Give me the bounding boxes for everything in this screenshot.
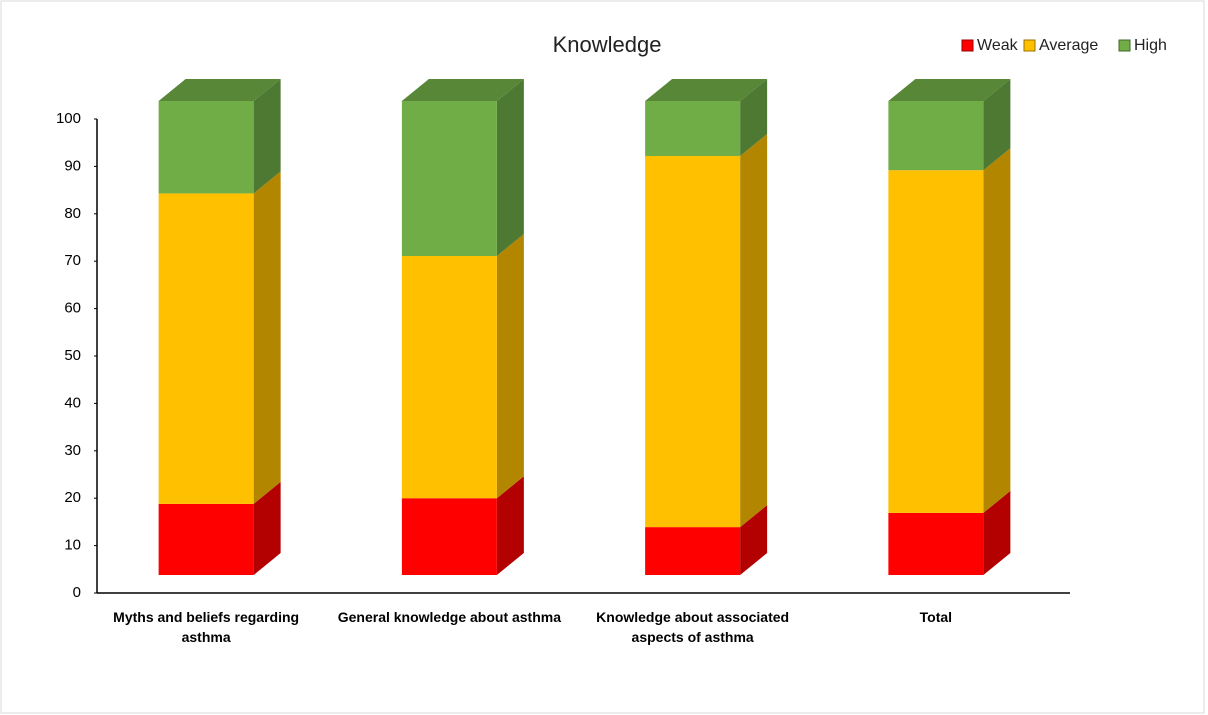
bar-side [253,79,281,194]
y-tick-label: 0 [73,584,81,601]
bar-side [740,505,768,575]
y-tick-label: 10 [64,537,81,554]
bar [888,512,984,575]
y-tick-label: 60 [64,300,81,317]
y-tick-label: 30 [64,442,81,459]
bar-side [983,490,1011,575]
y-tick-label: 70 [64,252,81,269]
y-tick-label: 20 [64,489,81,506]
bar [158,101,254,194]
bar [645,101,741,156]
bar-top [645,79,768,101]
bar-side [983,79,1011,171]
x-tick-label: Total [919,609,953,625]
bar [888,101,984,171]
bar-side [496,79,524,256]
bar [888,170,984,513]
y-tick-label: 80 [64,205,81,222]
y-tick-label: 40 [64,394,81,411]
legend-swatch [1023,39,1036,52]
bar-side [496,476,524,575]
legend-swatch [1118,39,1131,52]
legend-label: High [1134,37,1167,54]
y-tick-label: 100 [56,110,81,127]
bar [645,527,741,575]
bar [401,498,497,575]
bar-top [158,79,281,101]
y-tick-label: 50 [64,347,81,364]
y-tick-label: 90 [64,157,81,174]
legend-label: Weak [977,37,1019,54]
bar-side [253,481,281,575]
legend-swatch [961,39,974,52]
bar-side [496,233,524,499]
chart-title: Knowledge [553,32,662,57]
legend-label: Average [1039,37,1098,54]
bar [158,193,254,504]
bar [401,101,497,256]
x-tick-label: Knowledge about associated aspects of as… [596,609,790,645]
bar-side [740,79,768,156]
bar-side [983,148,1011,513]
bar [645,155,741,528]
bar [401,255,497,499]
bar-top [401,79,524,101]
x-tick-label: Myths and beliefs regarding asthma [113,609,300,645]
x-tick-label: General knowledge about asthma [337,609,562,625]
bar-top [888,79,1011,101]
bar-side [740,133,768,528]
bar-side [253,171,281,504]
bar [158,503,254,575]
